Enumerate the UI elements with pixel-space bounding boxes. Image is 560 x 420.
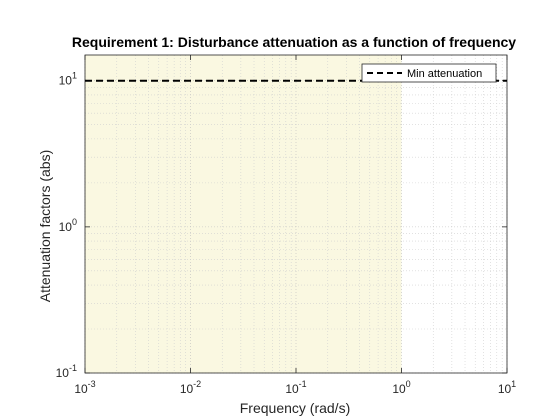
y-tick-label: 100	[59, 217, 77, 234]
grid-lines	[84, 55, 508, 374]
x-tick-label: 10-2	[180, 379, 201, 396]
chart-title: Requirement 1: Disturbance attenuation a…	[72, 34, 516, 50]
y-tick-labels: 10-1 100 101	[56, 71, 77, 380]
x-tick-label: 101	[498, 379, 516, 396]
x-tick-label: 100	[392, 379, 410, 396]
y-tick-label: 101	[59, 71, 77, 88]
y-tick-label: 10-1	[56, 363, 77, 380]
legend-box	[361, 63, 497, 83]
legend: Min attenuation	[361, 63, 497, 83]
x-tick-labels: 10-3 10-2 10-1 100 101	[74, 379, 516, 396]
shaded-region	[85, 55, 402, 373]
x-tick-label: 10-1	[285, 379, 306, 396]
x-axis-label: Frequency (rad/s)	[240, 400, 350, 416]
legend-label-min-attenuation: Min attenuation	[407, 68, 482, 80]
x-tick-label: 10-3	[74, 379, 95, 396]
plot-area	[84, 54, 508, 374]
y-axis-label: Attenuation factors (abs)	[37, 150, 53, 303]
